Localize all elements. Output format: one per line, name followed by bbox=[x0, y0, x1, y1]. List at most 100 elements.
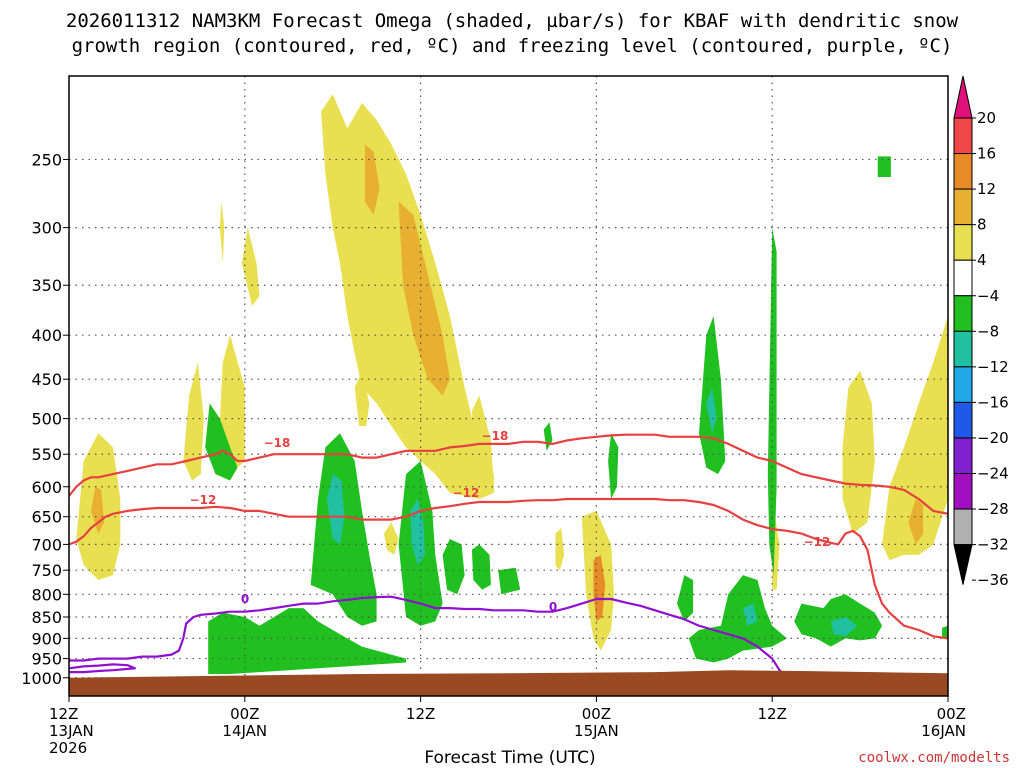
contour-label-minus12-a: −12 bbox=[190, 493, 217, 507]
colorbar-top-arrow bbox=[953, 75, 973, 119]
ytick-label-250: 250 bbox=[31, 150, 62, 169]
ytick-label-850: 850 bbox=[31, 608, 62, 627]
xtick-label-36-1: 15JAN bbox=[574, 722, 619, 740]
omega-down-4-n bbox=[608, 433, 619, 499]
grid bbox=[69, 76, 948, 696]
plot-frame bbox=[68, 75, 949, 697]
freezing-0-contour bbox=[69, 595, 788, 679]
ytick-label-750: 750 bbox=[31, 561, 62, 580]
omega-down-4-k bbox=[677, 575, 694, 622]
omega-down-4-a bbox=[205, 403, 238, 481]
xtick-label-0-1: 13JAN bbox=[49, 722, 94, 740]
xtick-label-24-0: 12Z bbox=[406, 705, 435, 723]
omega-up-8-a bbox=[91, 486, 105, 534]
colorbar-swatch-1 bbox=[953, 153, 973, 190]
omega-down-4-f bbox=[498, 567, 521, 595]
colorbar-swatch-11 bbox=[953, 508, 973, 546]
y-axis-ticks: 250 300 350 400 450 500 550 600 650 700 750 800 850 9… bbox=[21, 150, 69, 688]
omega-down-4-o bbox=[543, 422, 553, 451]
ytick-label-550: 550 bbox=[31, 445, 62, 464]
title: 2026011312 NAM3KM Forecast Omega (shaded… bbox=[66, 10, 959, 57]
xtick-label-60-1: 16JAN bbox=[921, 722, 966, 740]
xtick-label-12-0: 00Z bbox=[230, 705, 259, 723]
contour-labels: −18 −18 −12 −12 −12 0 0 bbox=[190, 429, 831, 614]
colorbar-label-2: 12 bbox=[977, 180, 996, 198]
xtick-label-36-0: 00Z bbox=[582, 705, 611, 723]
colorbar-swatch-0 bbox=[953, 117, 973, 155]
ytick-label-800: 800 bbox=[31, 585, 62, 604]
ytick-label-1000: 1000 bbox=[21, 669, 62, 688]
omega-down-8-c bbox=[410, 499, 425, 566]
title-line-2: growth region (contoured, red, ºC) and f… bbox=[72, 35, 953, 57]
colorbar-label-12: −32 bbox=[977, 536, 1009, 554]
omega-down-8-b bbox=[326, 474, 345, 545]
omega-up-4-c bbox=[219, 201, 225, 264]
colorbar-swatch-2 bbox=[953, 188, 973, 226]
contour-label-zero-b: 0 bbox=[549, 600, 557, 614]
omega-up-4-k bbox=[882, 316, 948, 561]
ytick-label-350: 350 bbox=[31, 276, 62, 295]
dgz-minus18-contour bbox=[69, 433, 948, 515]
omega-down-4-h bbox=[237, 640, 253, 649]
contour-label-minus18-b: −18 bbox=[482, 429, 509, 443]
colorbar-swatch-8 bbox=[953, 401, 973, 439]
xtick-label-0-0: 12Z bbox=[49, 705, 78, 723]
ytick-label-500: 500 bbox=[31, 410, 62, 429]
ground bbox=[69, 670, 948, 696]
ytick-label-900: 900 bbox=[31, 629, 62, 648]
omega-down-4-p bbox=[877, 156, 891, 177]
omega-up-4-n bbox=[183, 362, 204, 481]
colorbar-swatch-10 bbox=[953, 473, 973, 510]
ytick-label-600: 600 bbox=[31, 478, 62, 497]
colorbar-label-0: 20 bbox=[977, 109, 996, 127]
colorbar-label-10: −24 bbox=[977, 465, 1009, 483]
colorbar-swatch-6 bbox=[953, 330, 973, 368]
ytick-label-650: 650 bbox=[31, 508, 62, 527]
omega-down-8-m bbox=[830, 617, 858, 637]
colorbar-swatch-7 bbox=[953, 366, 973, 403]
contour-label-minus12-c: −12 bbox=[804, 535, 831, 549]
colorbar-label-5: −4 bbox=[977, 287, 999, 305]
omega-shading bbox=[76, 94, 948, 674]
ytick-label-700: 700 bbox=[31, 535, 62, 554]
colorbar-bottom-arrow bbox=[953, 544, 973, 585]
freezing-0-lower-contour bbox=[69, 663, 136, 674]
contour-label-zero-a: 0 bbox=[241, 592, 249, 606]
colorbar-label-11: −28 bbox=[977, 500, 1009, 518]
ytick-label-950: 950 bbox=[31, 650, 62, 669]
omega-down-8-l bbox=[742, 603, 758, 626]
omega-down-4-b bbox=[310, 433, 377, 626]
omega-up-4-j bbox=[842, 370, 875, 534]
xtick-label-0-2: 2026 bbox=[49, 739, 87, 757]
omega-down-4-d bbox=[442, 539, 465, 595]
x-axis-title: Forecast Time (UTC) bbox=[424, 748, 595, 768]
colorbar-label-7: −12 bbox=[977, 358, 1009, 376]
credit-text: coolwx.com/modelts bbox=[858, 750, 1010, 766]
omega-up-8-c bbox=[364, 144, 380, 215]
ground-terrain bbox=[69, 670, 948, 696]
colorbar-label-8: −16 bbox=[977, 393, 1009, 411]
title-line-1: 2026011312 NAM3KM Forecast Omega (shaded… bbox=[66, 10, 959, 32]
omega-down-8-i bbox=[706, 387, 717, 434]
xtick-label-60-0: 00Z bbox=[937, 705, 966, 723]
colorbar-swatch-9 bbox=[953, 437, 973, 475]
omega-down-4-q bbox=[942, 625, 948, 639]
colorbar-swatch-4 bbox=[953, 259, 973, 297]
dgz-minus12-contour bbox=[69, 497, 948, 640]
colorbar: 20 16 12 8 4 −4 −8 −12 −16 −20 −24 −28 −32 −36 bbox=[953, 75, 1009, 589]
omega-up-4-d bbox=[241, 227, 260, 306]
omega-up-8-l bbox=[908, 499, 924, 545]
colorbar-label-6: −8 bbox=[977, 322, 999, 340]
colorbar-label-4: 4 bbox=[977, 251, 987, 269]
omega-up-4-f bbox=[354, 370, 370, 426]
ytick-label-300: 300 bbox=[31, 219, 62, 238]
omega-down-4-l bbox=[688, 575, 787, 663]
xtick-label-12-1: 14JAN bbox=[222, 722, 267, 740]
contour-label-minus12-b: −12 bbox=[453, 486, 480, 500]
colorbar-label-3: 8 bbox=[977, 216, 987, 234]
colorbar-swatch-5 bbox=[953, 295, 973, 332]
omega-up-4-i bbox=[555, 528, 565, 571]
omega-up-12-h bbox=[593, 554, 606, 622]
